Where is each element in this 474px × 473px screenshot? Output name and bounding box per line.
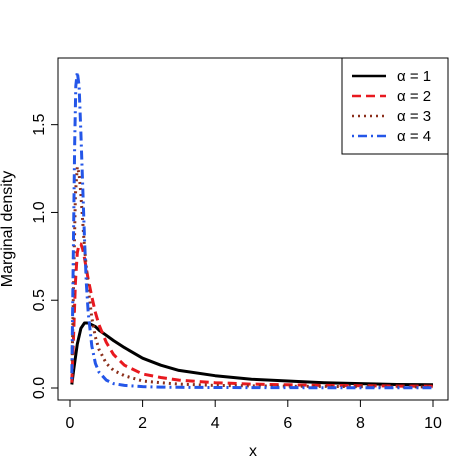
x-tick-label: 8	[356, 415, 365, 432]
legend-label-4: α = 4	[397, 128, 431, 145]
x-axis: 0 2 4 6 8 10	[66, 400, 442, 432]
plot-area	[70, 70, 434, 390]
x-tick-label: 2	[138, 415, 147, 432]
x-tick-label: 0	[66, 415, 75, 432]
y-tick-label: 1.5	[31, 113, 48, 135]
y-tick-label: 1.0	[31, 201, 48, 223]
legend-label-2: α = 2	[397, 88, 431, 105]
legend-label-3: α = 3	[397, 108, 431, 125]
x-tick-label: 4	[211, 415, 220, 432]
x-tick-label: 6	[283, 415, 292, 432]
series-line-4	[70, 70, 433, 390]
y-tick-label: 0.5	[31, 289, 48, 311]
y-tick-label: 0.0	[31, 377, 48, 399]
series-line-1	[70, 321, 434, 387]
legend-box	[341, 57, 449, 155]
legend: α = 1 α = 2 α = 3 α = 4	[341, 57, 449, 155]
y-axis: 0.0 0.5 1.0 1.5	[31, 113, 58, 399]
plot-frame	[57, 57, 449, 401]
legend-label-1: α = 1	[397, 68, 431, 85]
y-axis-title: Marginal density	[0, 171, 16, 288]
series-line-2	[70, 242, 434, 388]
x-axis-title: x	[249, 443, 257, 460]
x-tick-label: 10	[424, 415, 442, 432]
series-line-3	[70, 165, 434, 389]
